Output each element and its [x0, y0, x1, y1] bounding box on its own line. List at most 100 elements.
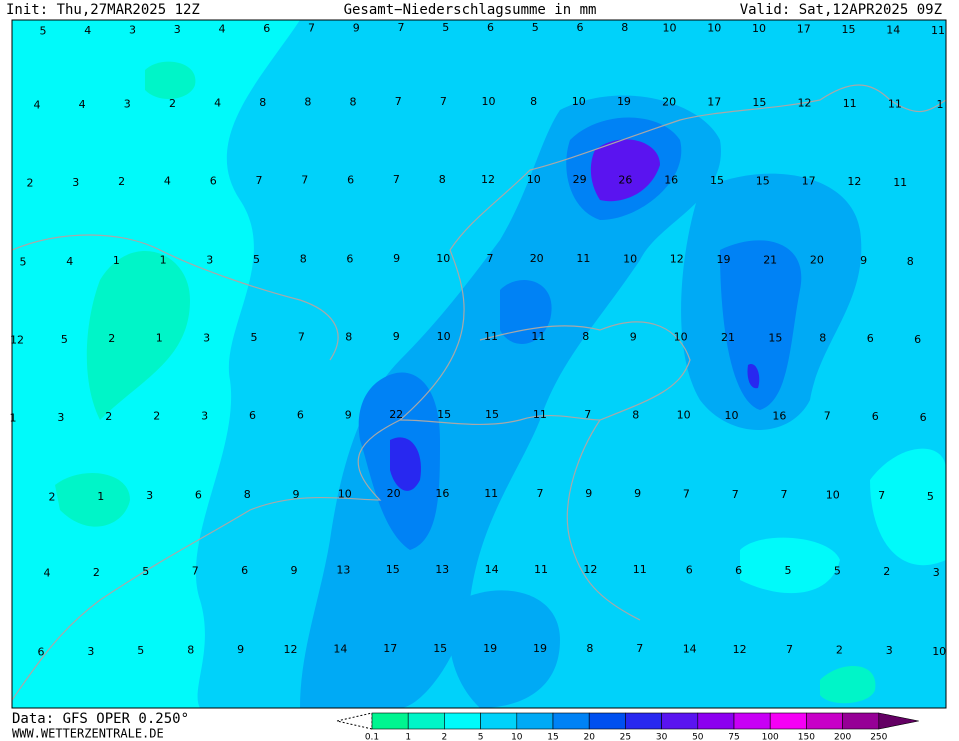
grid-value: 14 [333, 642, 347, 655]
grid-value: 7 [301, 174, 308, 187]
grid-value: 4 [44, 567, 51, 580]
grid-value: 6 [347, 173, 354, 186]
grid-value: 8 [244, 488, 251, 501]
grid-value: 6 [577, 21, 584, 34]
grid-value: 14 [683, 642, 697, 655]
grid-value: 9 [860, 254, 867, 267]
color-step [444, 712, 481, 730]
color-step [806, 712, 843, 730]
grid-value: 5 [142, 565, 149, 578]
grid-value: 8 [259, 96, 266, 109]
grid-value: 9 [353, 21, 360, 34]
grid-value: 15 [842, 23, 856, 36]
grid-value: 17 [707, 96, 721, 109]
grid-value: 12 [583, 563, 597, 576]
grid-value: 19 [533, 642, 547, 655]
grid-value: 2 [836, 644, 843, 657]
grid-value: 20 [387, 487, 401, 500]
grid-value: 2 [169, 97, 176, 110]
above-range [878, 712, 919, 730]
grid-value: 2 [93, 566, 100, 579]
colorbar-label: 20 [583, 733, 595, 741]
grid-value: 5 [532, 21, 539, 34]
grid-value: 11 [533, 408, 547, 421]
grid-value: 2 [49, 491, 56, 504]
color-step [733, 712, 771, 730]
grid-value: 8 [439, 173, 446, 186]
grid-value: 6 [38, 646, 45, 659]
grid-value: 10 [527, 173, 541, 186]
grid-value: 12 [481, 173, 495, 186]
map-background [12, 20, 946, 709]
grid-value: 20 [530, 252, 544, 265]
grid-value: 17 [802, 175, 816, 188]
grid-value: 9 [630, 330, 637, 343]
grid-value: 7 [256, 174, 263, 187]
grid-value: 8 [632, 408, 639, 421]
grid-value: 6 [195, 489, 202, 502]
grid-value: 6 [867, 332, 874, 345]
grid-value: 6 [241, 564, 248, 577]
grid-value: 11 [576, 252, 590, 265]
grid-value: 5 [40, 25, 47, 38]
grid-value: 5 [20, 256, 27, 269]
colorbar-label: 1 [405, 733, 411, 741]
color-step [407, 712, 445, 730]
grid-value: 15 [386, 563, 400, 576]
grid-value: 6 [914, 333, 921, 346]
grid-value: 9 [634, 487, 641, 500]
grid-value: 1 [156, 332, 163, 345]
grid-value: 7 [683, 487, 690, 500]
grid-value: 15 [437, 408, 451, 421]
grid-value: 3 [201, 409, 208, 422]
color-step [769, 712, 807, 730]
grid-value: 4 [214, 96, 221, 109]
grid-value: 2 [105, 410, 112, 423]
color-step [371, 712, 409, 730]
grid-value: 8 [300, 253, 307, 266]
data-source: Data: GFS OPER 0.250° [12, 711, 189, 727]
grid-value: 13 [336, 563, 350, 576]
grid-value: 7 [584, 408, 591, 421]
grid-value: 9 [291, 564, 298, 577]
grid-value: 6 [686, 563, 693, 576]
colorbar-label: 0.1 [365, 733, 379, 741]
grid-value: 5 [834, 565, 841, 578]
grid-value: 19 [717, 253, 731, 266]
init-time: Init: Thu,27MAR2025 12Z [6, 2, 200, 18]
grid-value: 3 [72, 176, 79, 189]
grid-value: 11 [931, 24, 945, 37]
grid-value: 10 [623, 252, 637, 265]
grid-value: 7 [786, 643, 793, 656]
grid-value: 3 [203, 331, 210, 344]
grid-value: 6 [346, 252, 353, 265]
colorbar-label: 10 [511, 733, 523, 741]
grid-value: 14 [886, 23, 900, 36]
grid-value: 12 [733, 643, 747, 656]
grid-value: 8 [907, 255, 914, 268]
grid-value: 8 [586, 642, 593, 655]
grid-value: 19 [617, 95, 631, 108]
grid-value: 20 [662, 95, 676, 108]
grid-value: 19 [483, 642, 497, 655]
grid-value: 17 [797, 22, 811, 35]
grid-value: 5 [61, 333, 68, 346]
grid-value: 2 [118, 175, 125, 188]
grid-value: 13 [435, 563, 449, 576]
grid-value: 7 [487, 252, 494, 265]
grid-value: 15 [710, 174, 724, 187]
grid-value: 2 [27, 177, 34, 190]
grid-value: 10 [663, 21, 677, 34]
grid-value: 6 [735, 564, 742, 577]
grid-value: 4 [66, 255, 73, 268]
grid-value: 10 [932, 645, 946, 658]
grid-value: 8 [345, 330, 352, 343]
grid-value: 3 [57, 411, 64, 424]
grid-value: 5 [251, 331, 258, 344]
colorbar: 0.1 1 2 5 10 15 20 25 30 50 75 100 150 200 250 [336, 712, 919, 741]
grid-value: 3 [933, 566, 940, 579]
grid-value: 3 [206, 253, 213, 266]
grid-value: 1 [10, 412, 17, 425]
grid-value: 21 [721, 331, 735, 344]
site: WWW.WETTERZENTRALE.DE [12, 727, 164, 741]
